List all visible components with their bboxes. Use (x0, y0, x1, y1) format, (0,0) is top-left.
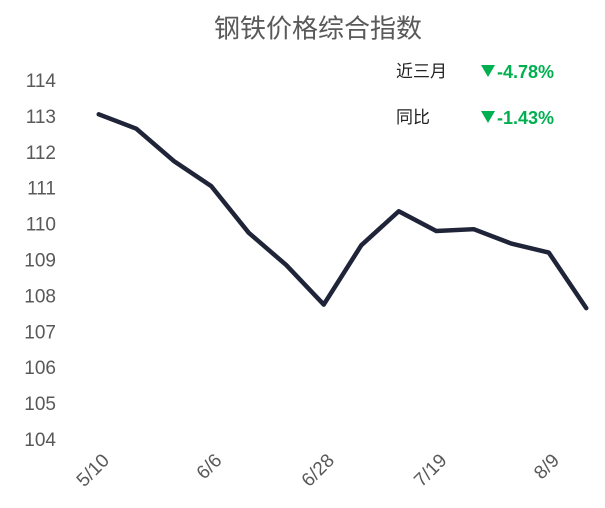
down-arrow (481, 111, 495, 123)
x-tick-label: 5/10 (73, 450, 114, 491)
line (96, 112, 589, 311)
x-tick-label: 8/9 (530, 450, 564, 484)
down-arrow (481, 65, 495, 77)
annotation-label: 近三月 (396, 62, 447, 82)
annotation-value: -1.43% (497, 108, 554, 128)
y-tick-label: 113 (26, 107, 56, 128)
y-tick-label: 106 (24, 358, 56, 379)
chart-title: 钢铁价格综合指数 (214, 15, 422, 45)
annotation-label: 同比 (396, 108, 430, 128)
y-tick-label: 114 (26, 71, 57, 92)
y-tick-label: 105 (24, 394, 56, 415)
x-tick-label: 6/28 (298, 450, 339, 491)
y-tick-label: 112 (26, 143, 56, 164)
y-tick-label: 110 (26, 215, 56, 236)
y-tick-label: 108 (24, 286, 56, 307)
y-tick-label: 104 (24, 430, 56, 451)
annotation-value: -4.78% (497, 62, 554, 82)
x-tick-label: 7/19 (410, 450, 451, 491)
x-tick-label: 6/6 (193, 450, 227, 484)
y-tick-label: 109 (24, 251, 56, 272)
y-tick-label: 107 (24, 322, 56, 343)
y-tick-label: 111 (27, 179, 56, 200)
